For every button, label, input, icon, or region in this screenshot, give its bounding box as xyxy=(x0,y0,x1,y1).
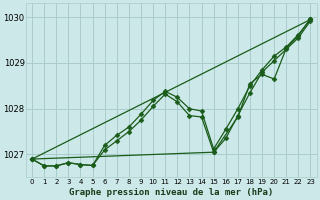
X-axis label: Graphe pression niveau de la mer (hPa): Graphe pression niveau de la mer (hPa) xyxy=(69,188,273,197)
